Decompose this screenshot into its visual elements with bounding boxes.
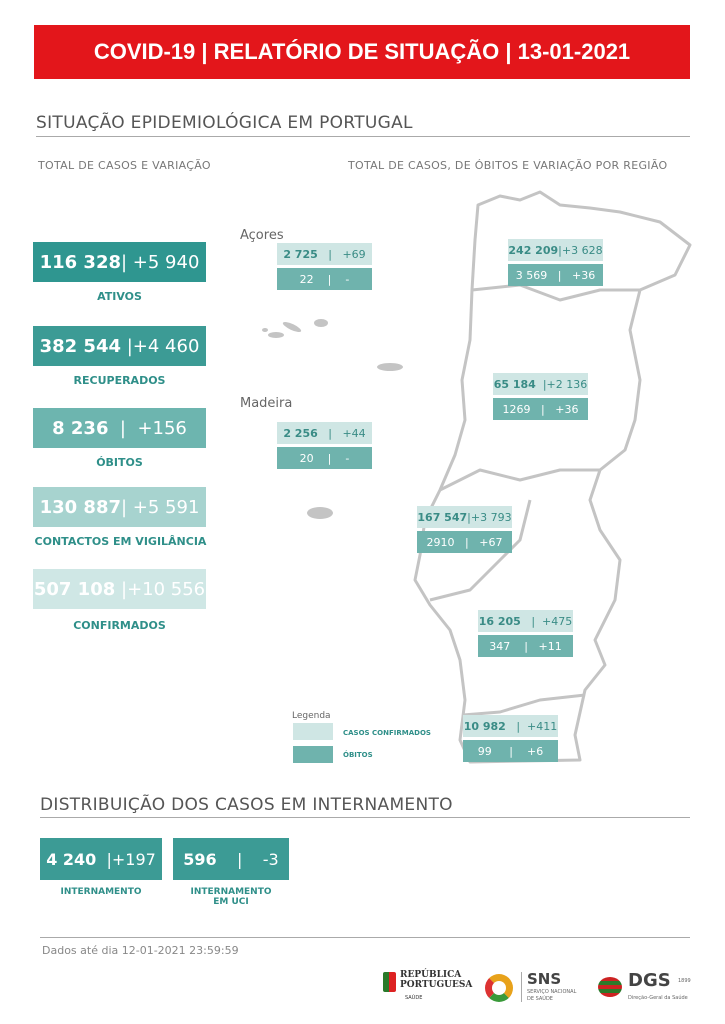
region-centro: 65 184 | +2 136 1269 | +36 <box>493 373 588 420</box>
legend-swatch-confirmed <box>293 723 333 740</box>
hospital-label-line2: EM UCI <box>213 897 249 907</box>
kpi-label: CONTACTOS EM VIGILÂNCIA <box>34 535 207 548</box>
region-border-centro-lvt <box>439 468 600 492</box>
logo3-year: 1899 <box>678 978 691 984</box>
acores-island <box>282 321 302 333</box>
sns-logo: SNS SERVIÇO NACIONAL DE SAÚDE <box>485 970 577 1004</box>
hospital-internamento: 4 240 | +197 INTERNAMENTO <box>40 838 162 897</box>
logo2-sub2: DE SAÚDE <box>527 996 553 1002</box>
kpi-box: 507 108 | +10 556 <box>33 569 206 609</box>
kpi-box: 130 887 | +5 591 <box>33 487 206 527</box>
dgs-emblem-icon <box>598 977 622 997</box>
section-title-hospital: DISTRIBUIÇÃO DOS CASOS EM INTERNAMENTO <box>40 795 453 815</box>
logo1-sub: SAÚDE <box>405 995 423 1001</box>
region-border-lvt-alentejo <box>429 499 532 602</box>
kpi-box: 116 328 | +5 940 <box>33 242 206 282</box>
hospital-label: INTERNAMENTO <box>60 887 142 897</box>
region-border-alentejo-algarve <box>462 693 586 717</box>
kpi-box: 382 544 | +4 460 <box>33 326 206 366</box>
divider <box>40 937 690 938</box>
divider <box>40 817 690 818</box>
hospital-box: 596 | -3 <box>173 838 289 880</box>
kpi-confirmados: 507 108 | +10 556 CONFIRMADOS <box>33 569 206 632</box>
section-title-epidemiological: SITUAÇÃO EPIDEMIOLÓGICA EM PORTUGAL <box>36 113 413 133</box>
report-title: COVID-19 | RELATÓRIO DE SITUAÇÃO | 13-01… <box>93 39 631 64</box>
logo3-sub: Direção-Geral da Saúde <box>628 995 688 1001</box>
legend-label-deaths: ÓBITOS <box>343 751 373 759</box>
logo1-text: REPÚBLICA PORTUGUESA <box>400 970 473 990</box>
hospital-uci: 596 | -3 INTERNAMENTO EM UCI <box>173 838 289 907</box>
kpi-label: CONFIRMADOS <box>73 619 166 632</box>
mainland-outline <box>413 190 692 764</box>
kpi-obitos: 8 236 | +156 ÓBITOS <box>33 408 206 469</box>
logo2-sub1: SERVIÇO NACIONAL <box>527 989 577 995</box>
region-border-norte-centro <box>471 283 640 302</box>
flag-icon <box>383 972 396 992</box>
data-note: Dados até dia 12-01-2021 23:59:59 <box>42 944 239 957</box>
kpi-contactos: 130 887 | +5 591 CONTACTOS EM VIGILÂNCIA <box>33 487 213 548</box>
madeira-island <box>307 507 333 519</box>
logo3-text: DGS <box>628 970 671 991</box>
kpi-box: 8 236 | +156 <box>33 408 206 448</box>
hospital-label: INTERNAMENTO <box>190 887 272 897</box>
legend-swatch-deaths <box>293 746 333 763</box>
right-subtitle: TOTAL DE CASOS, DE ÓBITOS E VARIAÇÃO POR… <box>348 159 668 172</box>
region-name-acores: Açores <box>240 228 284 243</box>
legend-title: Legenda <box>292 711 331 721</box>
region-lisboa-vale-tejo: 167 547 | +3 793 2910 | +67 <box>417 506 512 553</box>
logo2-text: SNS <box>527 970 562 988</box>
region-algarve: 10 982 | +411 99 | +6 <box>463 715 558 762</box>
hospital-box: 4 240 | +197 <box>40 838 162 880</box>
region-norte: 242 209 | +3 628 3 569 | +36 <box>508 239 603 286</box>
kpi-label: RECUPERADOS <box>73 374 166 387</box>
kpi-recuperados: 382 544 | +4 460 RECUPERADOS <box>33 326 206 387</box>
report-banner: COVID-19 | RELATÓRIO DE SITUAÇÃO | 13-01… <box>34 25 690 79</box>
region-acores: 2 725 | +69 22 | - <box>277 243 372 290</box>
region-madeira: 2 256 | +44 20 | - <box>277 422 372 469</box>
legend-label-confirmed: CASOS CONFIRMADOS <box>343 729 431 737</box>
kpi-label: ÓBITOS <box>96 456 143 469</box>
kpi-label: ATIVOS <box>97 290 142 303</box>
acores-island <box>377 363 403 371</box>
region-alentejo: 16 205 | +475 347 | +11 <box>478 610 573 657</box>
republica-portuguesa-logo: REPÚBLICA PORTUGUESA SAÚDE <box>383 970 479 1004</box>
left-subtitle: TOTAL DE CASOS E VARIAÇÃO <box>38 159 211 172</box>
acores-island <box>314 319 328 327</box>
acores-island <box>262 328 268 332</box>
divider <box>36 136 690 137</box>
kpi-ativos: 116 328 | +5 940 ATIVOS <box>33 242 206 303</box>
sns-emblem-icon <box>485 974 513 1002</box>
dgs-logo: DGS 1899 Direção-Geral da Saúde <box>598 970 698 1004</box>
region-name-madeira: Madeira <box>240 396 293 411</box>
acores-island <box>268 332 284 338</box>
